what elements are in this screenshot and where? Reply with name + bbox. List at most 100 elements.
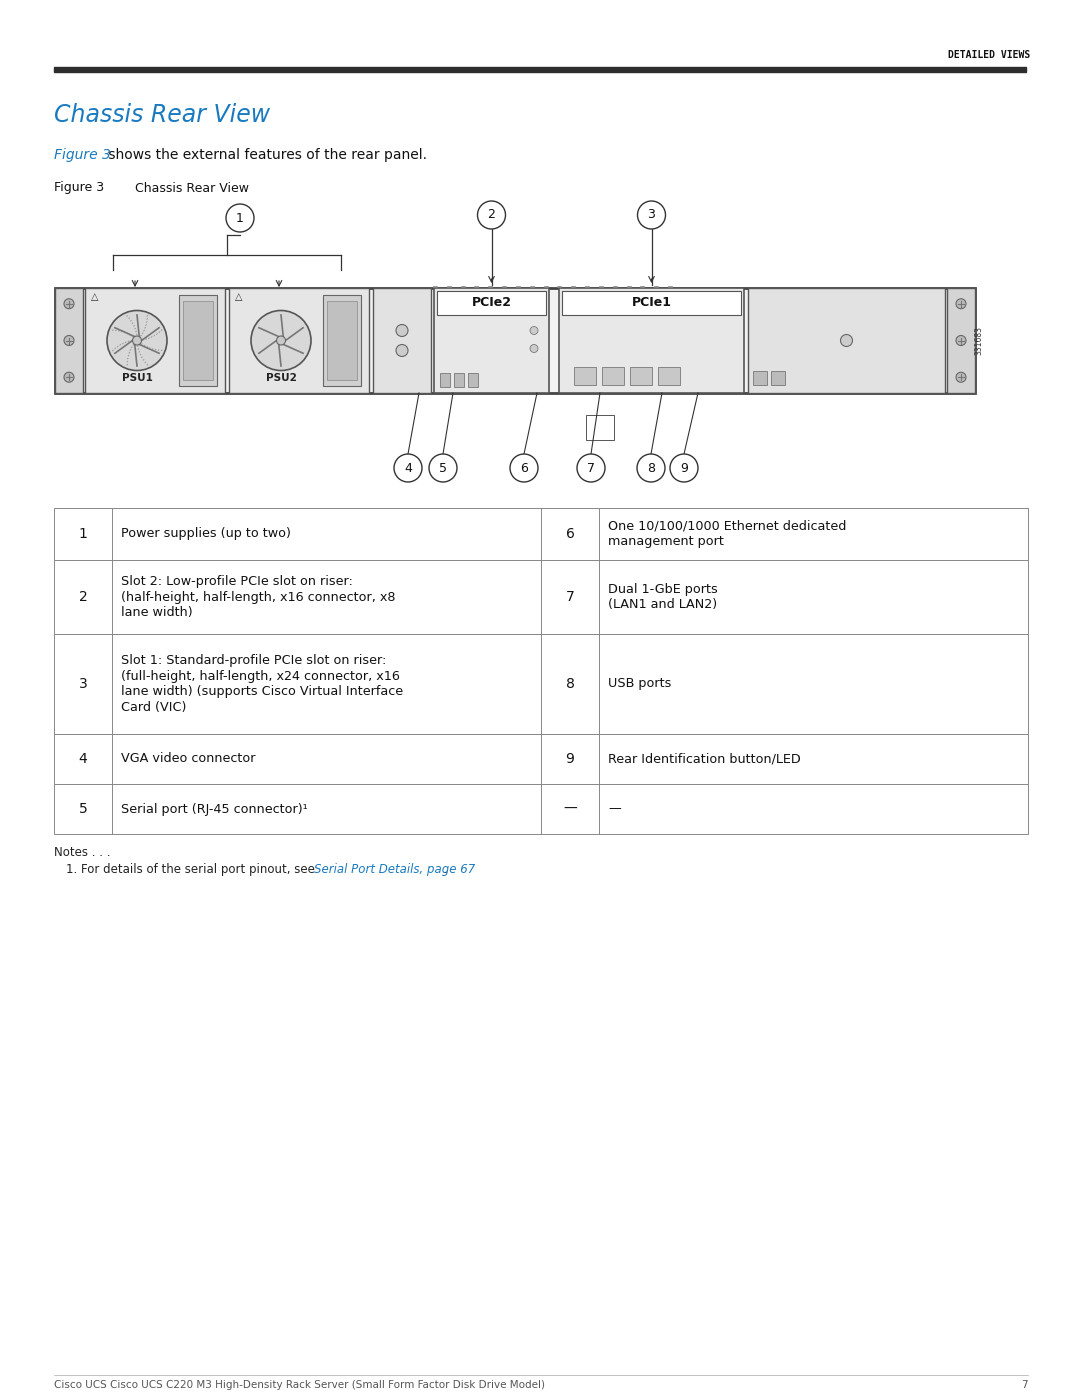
Text: 9: 9 [680,461,688,475]
Bar [54,733,1028,784]
Text: 331683: 331683 [974,326,984,355]
Text: △: △ [91,292,98,302]
Bar [85,288,225,393]
Bar [753,372,767,386]
Text: Slot 1: Standard-profile PCIe slot on riser:: Slot 1: Standard-profile PCIe slot on ri… [121,654,387,668]
Text: PSU1: PSU1 [122,373,152,383]
Circle shape [956,372,966,383]
Text: PCIe1: PCIe1 [632,296,672,310]
Text: Figure 3: Figure 3 [54,182,104,194]
Text: 6: 6 [566,527,575,541]
Bar [559,288,744,393]
Text: management port: management port [608,535,724,548]
Text: 4: 4 [404,461,411,475]
Circle shape [276,337,285,345]
Text: 3: 3 [648,208,656,222]
Text: 9: 9 [566,752,575,766]
Text: Cisco UCS Cisco UCS C220 M3 High-Density Rack Server (Small Form Factor Disk Dri: Cisco UCS Cisco UCS C220 M3 High-Density… [54,1380,545,1390]
Circle shape [64,299,75,309]
Text: 1. For details of the serial port pinout, see: 1. For details of the serial port pinout… [66,863,319,876]
Circle shape [107,310,167,370]
Bar [323,295,361,386]
Text: USB ports: USB ports [608,678,672,690]
Text: .: . [444,863,448,876]
Text: 1: 1 [237,211,244,225]
Text: —: — [608,802,621,816]
Text: Figure 3: Figure 3 [54,148,111,162]
Text: Chassis Rear View: Chassis Rear View [54,103,270,127]
Text: lane width): lane width) [121,606,192,619]
Text: —: — [563,802,577,816]
Text: Serial Port Details, page 67: Serial Port Details, page 67 [314,863,475,876]
Text: PCIe2: PCIe2 [472,296,512,310]
Circle shape [133,337,141,345]
Circle shape [251,310,311,370]
Text: DETAILED VIEWS: DETAILED VIEWS [948,50,1030,60]
Text: 7: 7 [588,461,595,475]
Circle shape [64,372,75,383]
Bar [54,560,1028,634]
Bar [771,372,785,386]
Bar [437,291,546,314]
Text: Rear Identification button/LED: Rear Identification button/LED [608,753,800,766]
Text: PSU2: PSU2 [266,373,296,383]
Circle shape [956,299,966,309]
Text: Chassis Rear View: Chassis Rear View [135,182,249,194]
Bar [55,288,83,393]
Text: 7: 7 [566,590,575,604]
Text: 1: 1 [79,527,87,541]
Circle shape [64,335,75,345]
Bar [658,367,680,386]
Text: △: △ [235,292,243,302]
Circle shape [637,454,665,482]
Text: Slot 2: Low-profile PCIe slot on riser:: Slot 2: Low-profile PCIe slot on riser: [121,576,353,588]
Circle shape [477,201,505,229]
Text: Dual 1-GbE ports: Dual 1-GbE ports [608,583,718,595]
Bar [54,509,1028,560]
Text: (LAN1 and LAN2): (LAN1 and LAN2) [608,598,717,612]
Text: 3: 3 [79,678,87,692]
Text: VGA video connector: VGA video connector [121,753,256,766]
Circle shape [840,334,852,346]
Bar [947,288,975,393]
Bar [54,784,1028,834]
Text: shows the external features of the rear panel.: shows the external features of the rear … [104,148,427,162]
Circle shape [530,327,538,334]
Text: (half-height, half-length, x16 connector, x8: (half-height, half-length, x16 connector… [121,591,395,604]
Text: Card (VIC): Card (VIC) [121,701,187,714]
Bar [373,288,431,393]
Text: 2: 2 [487,208,496,222]
Circle shape [637,201,665,229]
Bar [586,415,615,440]
Text: Serial port (RJ-45 connector)¹: Serial port (RJ-45 connector)¹ [121,802,308,816]
Text: One 10/100/1000 Ethernet dedicated: One 10/100/1000 Ethernet dedicated [608,520,847,532]
Text: 8: 8 [566,678,575,692]
Text: 5: 5 [438,461,447,475]
Bar [562,291,741,314]
Text: Notes . . .: Notes . . . [54,847,110,859]
Bar [468,373,478,387]
Text: Power supplies (up to two): Power supplies (up to two) [121,528,291,541]
Bar [327,300,357,380]
Bar [229,288,369,393]
Text: (full-height, half-length, x24 connector, x16: (full-height, half-length, x24 connector… [121,669,400,683]
Text: 6: 6 [521,461,528,475]
Circle shape [396,324,408,337]
FancyBboxPatch shape [55,288,975,393]
Bar [434,288,549,393]
Bar [179,295,217,386]
Bar [748,288,945,393]
Circle shape [429,454,457,482]
Circle shape [394,454,422,482]
Bar [54,634,1028,733]
Circle shape [530,345,538,352]
Bar [602,367,624,386]
Circle shape [670,454,698,482]
Bar [630,367,652,386]
Text: 8: 8 [647,461,654,475]
Circle shape [577,454,605,482]
Circle shape [226,204,254,232]
Circle shape [510,454,538,482]
Text: 2: 2 [79,590,87,604]
Bar [454,373,464,387]
